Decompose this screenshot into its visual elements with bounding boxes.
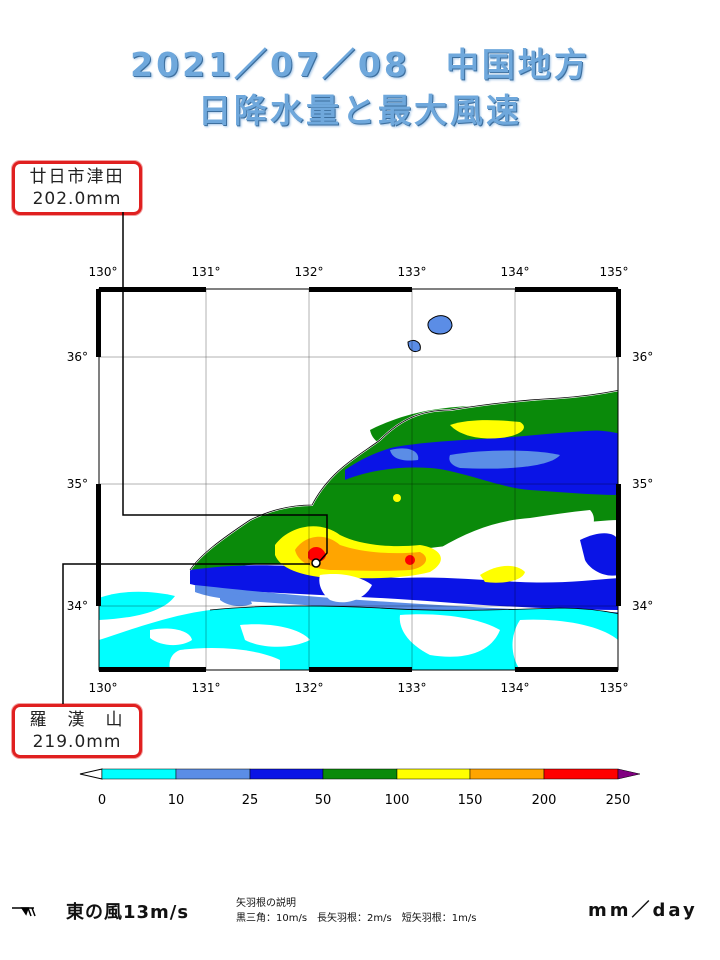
color-legend: 0 10 25 50 100 150 200 250 bbox=[79, 768, 641, 808]
lon-label: 131° bbox=[192, 265, 221, 279]
lon-label: 133° bbox=[398, 265, 427, 279]
callout-station-name: 廿日市津田 bbox=[29, 167, 125, 187]
legend-bin-50-100 bbox=[322, 768, 398, 780]
wind-barb-icon bbox=[12, 907, 36, 917]
lon-label: 135° bbox=[600, 265, 629, 279]
callout-precip-value: 219.0mm bbox=[32, 732, 122, 752]
callout-station-name: 羅 漢 山 bbox=[29, 710, 125, 730]
legend-bin-10-25 bbox=[175, 768, 251, 780]
lon-label: 132° bbox=[295, 681, 324, 695]
callout-hatsukaichi-tsuda: 廿日市津田 202.0mm bbox=[12, 161, 142, 215]
legend-tick-label: 100 bbox=[385, 793, 410, 808]
precip-band-10-25 bbox=[449, 450, 560, 469]
legend-bin-0-10 bbox=[101, 768, 177, 780]
lat-label: 34° bbox=[67, 599, 88, 613]
land-area bbox=[399, 614, 500, 657]
station-marker bbox=[311, 558, 321, 568]
lon-label: 133° bbox=[398, 681, 427, 695]
legend-bin-25-50 bbox=[249, 768, 324, 780]
land-area bbox=[440, 510, 594, 566]
precip-band-10-25 bbox=[390, 448, 419, 461]
legend-bin-100-150 bbox=[396, 768, 471, 780]
precip-spot-100-150 bbox=[393, 494, 401, 502]
precip-band-100-150 bbox=[480, 565, 525, 583]
legend-tick-label: 150 bbox=[458, 793, 483, 808]
callout-precip-value: 202.0mm bbox=[32, 189, 122, 209]
legend-tick-label: 250 bbox=[606, 793, 631, 808]
unit-label: mm／day bbox=[588, 900, 698, 921]
legend-tick-label: 25 bbox=[242, 793, 259, 808]
lat-label: 34° bbox=[632, 599, 653, 613]
coastline bbox=[189, 389, 618, 571]
land-area bbox=[220, 594, 252, 607]
land-area bbox=[319, 574, 372, 603]
callout-rakanzan: 羅 漢 山 219.0mm bbox=[12, 704, 142, 758]
callout-leader-lines bbox=[62, 212, 328, 704]
oki-island bbox=[407, 339, 421, 353]
lon-label: 132° bbox=[295, 265, 324, 279]
legend-tick-label: 10 bbox=[168, 793, 185, 808]
title-line-2: 日降水量と最大風速 bbox=[198, 91, 522, 130]
legend-tick-label: 0 bbox=[98, 793, 106, 808]
precip-band-150-200 bbox=[295, 536, 427, 571]
lon-label: 134° bbox=[501, 265, 530, 279]
precip-spot-200-250 bbox=[405, 555, 415, 565]
lat-label: 35° bbox=[632, 477, 653, 491]
title-line-1: 2021／07／08 中国地方 bbox=[130, 45, 590, 84]
precip-band-25-50 bbox=[190, 565, 618, 610]
land-area bbox=[150, 628, 192, 646]
lat-label: 35° bbox=[67, 477, 88, 491]
barb-explanation-title: 矢羽根の説明 bbox=[236, 898, 296, 909]
legend-bin-200-250 bbox=[543, 768, 619, 780]
lon-label: 131° bbox=[192, 681, 221, 695]
map-gridlines bbox=[99, 289, 618, 670]
land-area bbox=[580, 533, 618, 576]
legend-left-arrow bbox=[79, 768, 103, 780]
lon-label: 130° bbox=[89, 681, 118, 695]
lon-label: 130° bbox=[89, 265, 118, 279]
land-area bbox=[169, 648, 280, 670]
barb-explanation: 黒三角：10m/s 長矢羽根：2m/s 短矢羽根：1m/s bbox=[236, 913, 477, 924]
lat-label: 36° bbox=[632, 350, 653, 364]
lon-label: 135° bbox=[600, 681, 629, 695]
map-frame-ticks bbox=[96, 287, 621, 672]
land-area bbox=[512, 619, 618, 670]
lon-label: 134° bbox=[501, 681, 530, 695]
land-area bbox=[240, 624, 310, 647]
legend-tick-label: 200 bbox=[532, 793, 557, 808]
lat-label: 36° bbox=[67, 350, 88, 364]
legend-tick-label: 50 bbox=[315, 793, 332, 808]
precip-band-100-150 bbox=[450, 420, 524, 439]
legend-right-arrow bbox=[617, 768, 641, 780]
oki-island bbox=[427, 315, 453, 335]
legend-bin-150-200 bbox=[469, 768, 545, 780]
wind-example-label: 東の風13m/s bbox=[66, 902, 190, 923]
